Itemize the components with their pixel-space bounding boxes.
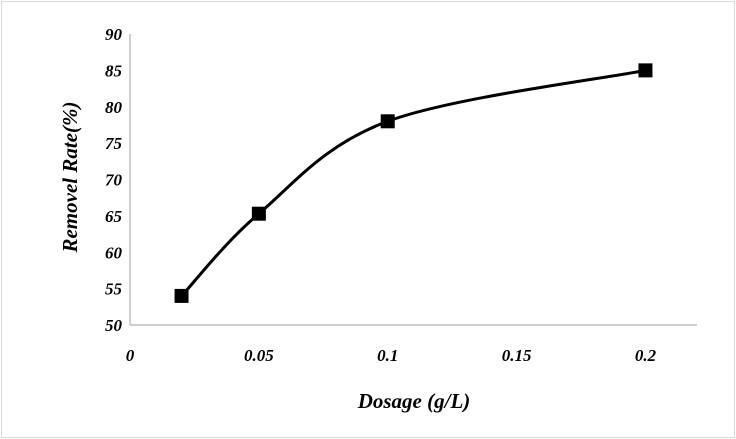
data-point	[251, 206, 266, 221]
axes	[129, 34, 697, 326]
y-tick-label: 75	[105, 134, 123, 153]
data-point	[638, 63, 653, 78]
x-tick-label: 0.05	[244, 346, 274, 365]
data-point	[174, 288, 189, 303]
y-tick-label: 80	[105, 98, 123, 117]
y-tick-label: 60	[105, 243, 123, 262]
x-tick-label: 0	[126, 346, 135, 365]
y-tick-label: 50	[105, 316, 123, 335]
y-tick-label: 55	[105, 280, 123, 299]
data-markers	[174, 63, 653, 303]
x-tick-labels: 0 0.05 0.1 0.15 0.2	[126, 346, 657, 365]
data-point	[380, 114, 395, 129]
series-line	[180, 68, 646, 297]
x-tick-label: 0.2	[635, 346, 657, 365]
y-tick-labels: 50 55 60 65 70 75 80 85 90	[105, 25, 123, 335]
y-tick-label: 65	[105, 207, 123, 226]
y-tick-label: 90	[105, 25, 123, 44]
y-axis-title: Removel Rate(%)	[58, 101, 82, 253]
x-tick-label: 0.15	[502, 346, 532, 365]
x-axis-title: Dosage (g/L)	[357, 389, 471, 413]
x-tick-label: 0.1	[377, 346, 398, 365]
y-tick-label: 85	[105, 61, 123, 80]
y-tick-label: 70	[105, 171, 123, 190]
